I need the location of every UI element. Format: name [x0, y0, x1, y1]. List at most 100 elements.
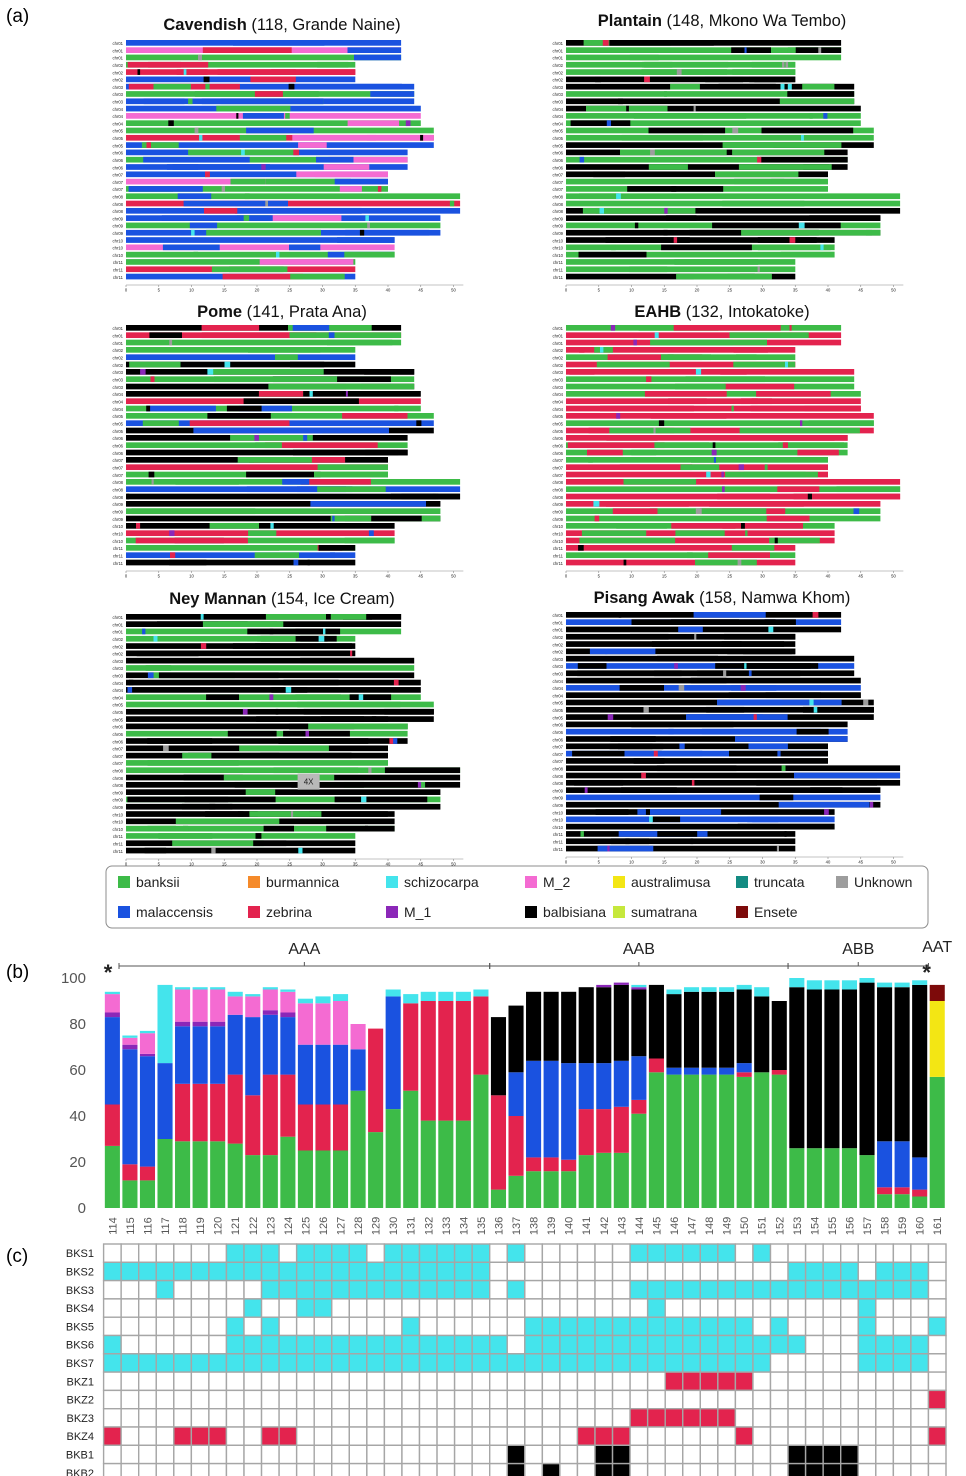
bar-segment-m-2 [280, 991, 296, 1013]
chromosome-label: chr06 [553, 737, 564, 742]
x-tick-label: 141 [581, 1217, 593, 1235]
haplotype-segment [347, 120, 400, 127]
bar-segment-banksii [139, 1180, 156, 1208]
grid-cell-present [594, 1353, 614, 1373]
haplotype-segment [181, 803, 233, 810]
haplotype-fleck [358, 694, 364, 701]
haplotype-segment [323, 164, 370, 170]
haplotype-fleck [744, 47, 747, 54]
y-tick-label: 80 [69, 1016, 86, 1033]
grid-cell-absent [769, 1462, 789, 1476]
karyotype-x-tick-label: 30 [760, 860, 765, 865]
grid-cell-absent [840, 1389, 859, 1410]
haplotype-fleck [307, 559, 310, 566]
chromosome-label: chr06 [113, 443, 124, 448]
haplotype-segment [732, 69, 796, 75]
grid-cell-present [717, 1353, 737, 1373]
grid-cell-absent [225, 1279, 245, 1300]
haplotype-bar [566, 207, 901, 214]
haplotype-bar [566, 435, 848, 441]
haplotype-segment [594, 501, 689, 507]
bar-segment-banksii [877, 1194, 893, 1208]
grid-cell-present [822, 1462, 842, 1476]
chromosome-label: chr09 [553, 803, 564, 808]
grid-cell-absent [401, 1426, 421, 1446]
bar-segment-balbisiana [894, 987, 910, 1142]
bar-segment-schizocarpa [157, 984, 173, 1064]
grid-cell-present [366, 1261, 386, 1282]
grid-cell-absent [559, 1243, 579, 1263]
grid-cell-absent [734, 1261, 754, 1282]
haplotype-segment [342, 413, 408, 419]
grid-cell-present [576, 1426, 596, 1446]
grid-cell-present [787, 1444, 807, 1465]
grid-cell-present [331, 1243, 350, 1263]
bar-segment-schizocarpa [719, 987, 735, 992]
chromosome-label: chr09 [113, 517, 124, 522]
haplotype-fleck [711, 449, 717, 456]
grid-cell-absent [243, 1371, 263, 1392]
bar-segment-banksii [666, 1074, 682, 1208]
bar-segment-schizocarpa [754, 987, 770, 997]
chromosome-label: chr05 [553, 429, 564, 434]
haplotype-fleck [359, 229, 365, 236]
grid-row-label: BKS1 [66, 1248, 94, 1260]
grid-cell-absent [401, 1298, 421, 1318]
chromosome-label: chr02 [113, 355, 124, 360]
haplotype-fleck [579, 156, 585, 163]
bar-segment-schizocarpa [789, 978, 805, 988]
x-tick-label: 129 [371, 1217, 383, 1235]
haplotype-bar [126, 679, 421, 686]
haplotype-fleck [668, 728, 674, 735]
karyotype-x-tick-label: 20 [255, 862, 260, 867]
haplotype-fleck [244, 193, 250, 200]
haplotype-segment [759, 794, 794, 801]
karyotype-x-tick-label: 10 [629, 574, 634, 579]
legend-label: burmannica [266, 874, 339, 890]
haplotype-bar [566, 559, 796, 566]
haplotype-segment [344, 515, 422, 522]
grid-cell-present [295, 1261, 315, 1282]
grid-cell-absent [489, 1316, 508, 1337]
haplotype-segment [273, 427, 389, 434]
grid-cell-present [401, 1243, 421, 1263]
haplotype-bar [126, 552, 356, 559]
grid-cell-present [699, 1243, 719, 1263]
grid-cell-present [857, 1298, 877, 1318]
haplotype-segment [629, 54, 659, 61]
haplotype-bar [126, 833, 356, 839]
grid-cell-present [208, 1426, 228, 1446]
haplotype-segment [651, 816, 681, 823]
haplotype-segment [637, 809, 722, 815]
grid-cell-present [594, 1426, 614, 1446]
group-label: AAB [623, 941, 655, 958]
grid-cell-present [190, 1426, 210, 1446]
grid-cell-present [278, 1334, 298, 1355]
haplotype-fleck [183, 825, 189, 832]
karyotype-x-tick-label: 45 [858, 574, 863, 579]
bar-segment-zebrina [894, 1187, 910, 1195]
grid-cell-absent [331, 1371, 350, 1392]
grid-cell-present [611, 1462, 631, 1476]
haplotype-fleck [673, 237, 678, 243]
x-tick-label: 142 [599, 1217, 611, 1235]
bar-segment-zebrina [280, 1074, 296, 1137]
bar-segment-m-2 [192, 989, 208, 1022]
haplotype-segment [773, 435, 848, 441]
grid-cell-present [611, 1316, 631, 1337]
bar-segment-schizocarpa [210, 987, 226, 990]
grid-cell-absent [611, 1261, 631, 1282]
bar-segment-banksii [262, 1155, 278, 1208]
haplotype-segment [271, 69, 356, 75]
haplotype-segment [731, 685, 777, 691]
grid-cell-present [102, 1334, 122, 1355]
haplotype-segment [318, 545, 356, 551]
legend-label: malaccensis [136, 904, 213, 920]
haplotype-segment [648, 127, 726, 134]
grid-cell-absent [699, 1261, 719, 1282]
chromosome-label: chr05 [113, 143, 124, 148]
grid-cell-present [576, 1353, 596, 1373]
haplotype-bar [566, 54, 842, 61]
grid-cell-present [225, 1334, 245, 1355]
panel-label-a: (a) [6, 6, 29, 27]
